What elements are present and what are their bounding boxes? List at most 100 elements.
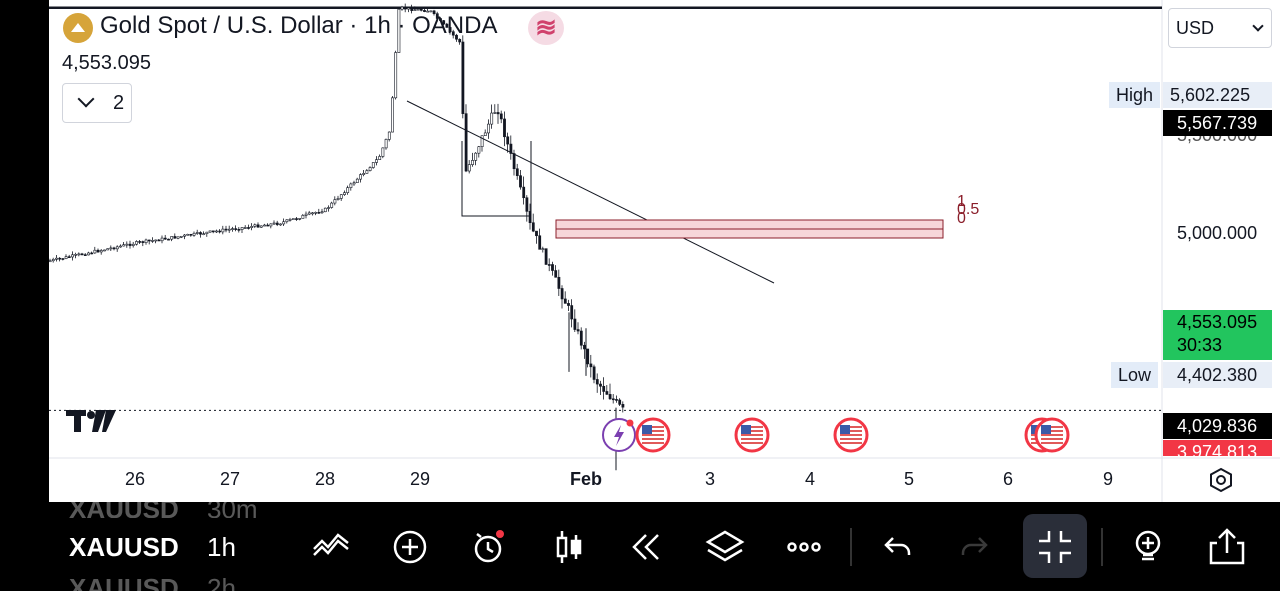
time-axis-label: 29	[409, 469, 431, 489]
candle-body	[247, 227, 250, 229]
candle-body	[128, 243, 132, 246]
candle-body	[55, 257, 58, 260]
candle-body	[538, 235, 542, 250]
candle-body	[407, 7, 410, 10]
candle-body	[605, 391, 609, 395]
timeframe-next[interactable]: 2h	[207, 573, 236, 591]
chart-area[interactable]	[49, 0, 1280, 502]
timeframe-current[interactable]: 1h	[207, 532, 236, 562]
candle-body	[557, 276, 561, 289]
timeframe-prev[interactable]: 30m	[207, 494, 258, 518]
candle-body	[109, 247, 113, 250]
replay-icon[interactable]	[626, 527, 666, 567]
ideas-icon[interactable]	[1128, 527, 1168, 567]
us-flag-event-icon[interactable]	[635, 417, 671, 453]
toolbar-separator	[850, 528, 852, 566]
candle-body	[144, 239, 148, 243]
time-axis-label: 3	[704, 469, 716, 489]
bottom-price-value: 3,974.813	[1177, 442, 1258, 456]
candle-body	[541, 248, 545, 250]
us-flag-event-icon[interactable]	[833, 417, 869, 453]
candle-body	[131, 243, 135, 246]
candle-body	[535, 230, 538, 237]
time-axis-label: Feb	[569, 469, 603, 489]
us-flag-event-icon[interactable]	[1034, 417, 1070, 453]
lower-line-price-tag[interactable]: 4,029.836	[1163, 413, 1272, 439]
alarm-clock-icon[interactable]	[469, 527, 509, 567]
candle-body	[237, 229, 241, 231]
candle-body	[343, 192, 346, 195]
symbol-next[interactable]: XAUUSD	[69, 573, 179, 591]
time-axis-label: 4	[804, 469, 816, 489]
drawing-tools-icon[interactable]	[312, 527, 352, 567]
candle-body	[579, 330, 583, 346]
candle-body	[58, 257, 62, 260]
candle-body	[170, 236, 174, 240]
candle-body	[71, 254, 74, 258]
candle-body	[279, 223, 282, 226]
candle-body	[330, 202, 334, 208]
candle-body	[429, 10, 433, 13]
price-chart[interactable]	[49, 0, 1280, 502]
bottom-price-tag: 3,974.813	[1163, 440, 1272, 456]
symbol-prev[interactable]: XAUUSD	[69, 494, 179, 518]
candle-body	[384, 139, 388, 149]
candle-body	[493, 112, 497, 114]
indicators-count: 2	[113, 92, 125, 114]
candle-body	[336, 198, 340, 200]
candle-body	[320, 211, 324, 214]
chart-settings-icon[interactable]	[1208, 467, 1234, 493]
fib-level-0-label: 0	[957, 210, 966, 227]
candle-body	[442, 20, 446, 25]
candle-body	[295, 218, 298, 220]
candle-body	[298, 218, 302, 220]
candle-body	[112, 247, 116, 250]
wave-icon[interactable]: ≋	[528, 11, 564, 45]
candle-body	[51, 259, 55, 262]
candle-body	[218, 230, 222, 233]
candle-body	[611, 398, 615, 401]
exit-fullscreen-icon[interactable]	[1035, 527, 1075, 567]
candle-body	[368, 167, 372, 171]
lightning-event-icon[interactable]	[602, 418, 636, 452]
candle-body	[317, 212, 321, 214]
candle-body	[464, 113, 468, 172]
candles-icon[interactable]	[549, 527, 589, 567]
indicators-toggle-button[interactable]: 2	[62, 83, 132, 123]
upper-line-price-tag[interactable]: 5,567.739	[1163, 110, 1272, 136]
more-icon[interactable]	[784, 527, 824, 567]
share-icon[interactable]	[1207, 527, 1247, 567]
candle-body	[269, 223, 273, 227]
candle-body	[416, 8, 420, 11]
candle-body	[311, 212, 314, 215]
fullscreen-button[interactable]	[1023, 514, 1087, 578]
candle-body	[432, 10, 436, 14]
candle-body	[355, 178, 359, 183]
candle-body	[99, 250, 103, 253]
symbol-current[interactable]: XAUUSD	[69, 532, 179, 562]
us-flag-event-icon[interactable]	[734, 417, 770, 453]
candle-body	[499, 113, 503, 120]
layers-icon[interactable]	[705, 527, 745, 567]
candle-body	[480, 135, 484, 147]
candle-body	[483, 132, 487, 136]
time-axis-label: 9	[1102, 469, 1114, 489]
currency-select[interactable]: USD	[1168, 8, 1272, 48]
candle-body	[519, 175, 522, 188]
candle-body	[205, 231, 209, 234]
candle-body	[451, 31, 455, 36]
symbol-title[interactable]: Gold Spot / U.S. Dollar · 1h · OANDA	[100, 12, 498, 39]
candle-body	[531, 222, 535, 232]
candle-body	[157, 239, 161, 242]
candle-body	[387, 131, 391, 140]
time-axis-label: 5	[903, 469, 915, 489]
candle-body	[291, 218, 295, 220]
candle-body	[461, 41, 465, 114]
add-icon[interactable]	[390, 527, 430, 567]
candle-body	[263, 224, 266, 227]
candle-body	[570, 305, 574, 320]
candle-body	[288, 219, 292, 221]
candle-body	[61, 258, 65, 260]
candle-body	[106, 248, 110, 251]
undo-icon[interactable]	[877, 527, 917, 567]
